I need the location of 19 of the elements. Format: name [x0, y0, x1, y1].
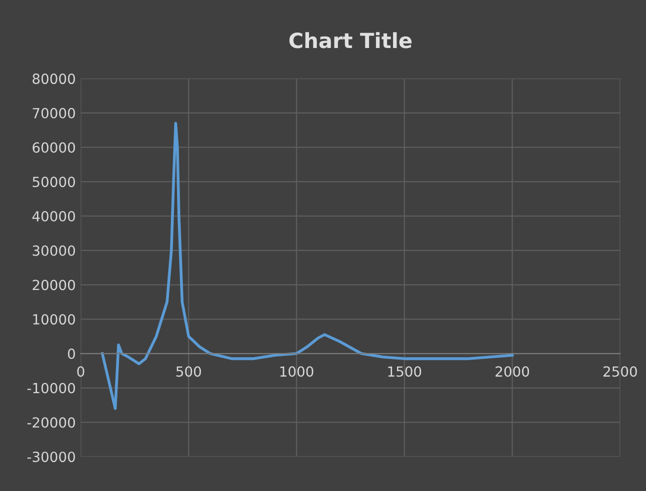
- y-tick-label: 30000: [32, 245, 75, 256]
- x-tick-label: 0: [77, 366, 84, 377]
- x-tick-label: 1500: [388, 366, 422, 377]
- y-tick-label: 20000: [32, 280, 75, 290]
- y-tick-label: -20000: [27, 417, 75, 428]
- x-tick-label: 500: [176, 366, 201, 377]
- y-tick-label: 0: [68, 348, 75, 359]
- y-tick-label: 70000: [32, 108, 75, 118]
- y-tick-label: -30000: [27, 452, 75, 462]
- chart-title: Chart Title: [289, 32, 412, 48]
- y-tick-label: 10000: [33, 314, 75, 325]
- y-tick-label: -10000: [27, 382, 75, 394]
- x-tick-label: 2000: [496, 366, 530, 377]
- y-tick-label: 80000: [32, 74, 75, 84]
- y-tick-label: 40000: [32, 211, 75, 222]
- y-tick-label: 60000: [32, 142, 75, 153]
- x-tick-label: 1000: [280, 366, 314, 377]
- x-tick-label: 2500: [604, 366, 637, 377]
- y-tick-label: 50000: [32, 176, 75, 188]
